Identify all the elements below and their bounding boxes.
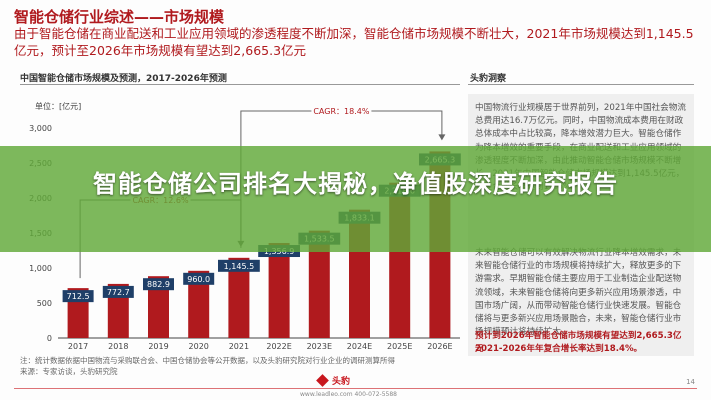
chart-heading-rule [20,84,460,85]
data-label-2017: 712.5 [67,292,90,301]
data-label-2020: 960.0 [187,275,210,284]
y-tick-label: 1,000 [29,264,52,273]
data-label-bg-2021 [218,259,260,272]
x-tick-label-2026E: 2026E [427,342,452,351]
page-number: 14 [686,378,695,386]
bar-2021 [228,257,250,338]
brand-name: 头豹 [332,377,351,387]
data-label-bg-2019 [143,278,174,291]
x-tick-label-2018: 2018 [108,342,128,351]
cagr-arrowhead-2 [438,134,446,141]
x-tick-label-2022E: 2022E [266,342,291,351]
y-tick-label: 3,000 [29,124,52,133]
slide-subtitle: 由于智能仓储在商业配送和工业应用领域的渗透程度不断加深，智能仓储市场规模不断壮大… [14,26,694,58]
source-credit: 来源：专家访谈，头豹研究院 [20,367,118,376]
x-tick-label-2021: 2021 [229,342,249,351]
bar-2019 [148,276,169,338]
brand-logo-icon [316,374,329,387]
cagr-label-2: CAGR：18.4% [313,107,369,116]
x-tick-label-2023E: 2023E [307,342,332,351]
x-tick-label-2019: 2019 [148,342,168,351]
data-label-2019: 882.9 [147,280,170,289]
data-label-2021: 1,145.5 [224,262,255,271]
data-label-2018: 772.7 [107,288,130,297]
chart-source: 注：统计数据依据中国物流与采购联合会、中国仓储协会等公开数据，以及头豹研究院对行… [20,355,460,377]
footer-contact: www.leadleo.com 400-072-5588 [300,391,397,398]
x-tick-label-2020: 2020 [189,342,209,351]
insight-heading: 头豹洞察 [470,74,507,84]
chart-heading: 中国智能仓储市场规模及预测，2017-2026年预测 [20,74,227,84]
insight-highlight-2: 2021-2026年年复合增长率达到18.4%。 [475,344,643,354]
cagr-label-bg-2 [311,103,372,114]
data-label-bg-2018 [102,285,134,298]
x-tick-label-2025E: 2025E [387,342,412,351]
y-axis-unit: 单位：[亿元] [35,102,82,111]
insight-heading-rule [468,84,694,85]
source-note: 注：统计数据依据中国物流与采购联合会、中国仓储协会等公开数据，以及头豹研究院对行… [20,356,395,365]
x-tick-label-2017: 2017 [68,342,88,351]
insight-paragraph-2: 未来智能仓储可以有效解决物流行业降本增效需求，未来智能仓储行业的市场规模将持续扩… [475,248,682,338]
data-label-bg-2017 [62,290,94,303]
headline-text: 智能仓储公司排名大揭秘，净值股深度研究报告 [93,170,618,198]
data-label-bg-2020 [183,272,215,285]
headline-banner: 智能仓储公司排名大揭秘，净值股深度研究报告 [0,146,711,252]
x-tick-label-2024E: 2024E [347,342,372,351]
insight-highlight-1: 预计到2026年智能仓储市场规模有望达到2,665.3亿元 [475,331,682,355]
bar-2022E [268,243,290,338]
footer-divider [14,388,697,389]
bar-2020 [188,270,210,338]
brand-logo: 头豹 [316,374,351,387]
slide-title: 智能仓储行业综述——市场规模 [14,8,225,26]
bar-2023E [308,230,330,338]
y-tick-label: 500 [37,299,52,308]
y-tick-label: 0 [47,334,52,343]
